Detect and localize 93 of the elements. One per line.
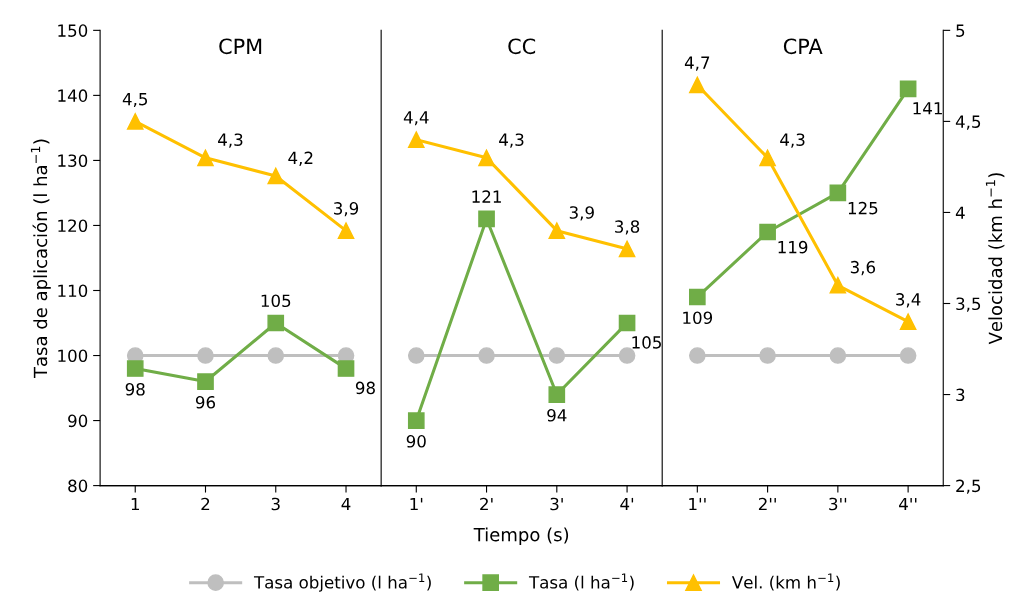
point [548,222,566,239]
data-label: 4,3 [218,133,243,148]
x-tick-label: 4'' [899,497,917,511]
point [197,373,214,390]
point [337,222,355,239]
point [899,313,917,331]
point [407,131,425,148]
point [688,76,706,94]
text: 3,5 [956,297,981,312]
text: 5 [956,24,965,37]
x-tick-label: 1' [410,497,423,511]
point [407,347,425,364]
legend-label: Tasa (l ha$^{−1}$) [528,573,634,591]
point [478,347,495,364]
chart-title: CC [508,38,536,55]
point [829,347,847,364]
point [267,347,285,364]
data-label: 4,5 [122,93,148,108]
point [618,240,636,258]
data-label: 125 [848,201,878,215]
x-axis-title: Tiempo (s) [473,527,569,545]
y-tick-label: 120 [58,219,88,233]
y-tick-label: 140 [58,89,88,102]
y-tick-label: 100 [58,349,88,363]
x-tick-label: 3'' [829,497,847,511]
data-label: 105 [632,336,661,349]
point [618,347,636,364]
point [478,149,495,167]
y-tick-label: 110 [58,284,88,298]
y-axis-title: Tasa de aplicación (l ha$^{−1}$) [30,139,51,379]
point [197,347,214,364]
x-tick-label: 4' [620,497,634,511]
data-label: 3,6 [850,260,876,276]
data-label: 141 [913,102,942,115]
data-label: 4,3 [499,133,524,148]
data-label: 109 [683,311,713,325]
point [197,149,214,167]
legend-label: Tasa objetivo (l ha$^{−1}$) [253,573,431,592]
data-label: 3,8 [615,220,640,235]
data-label: 4,2 [288,151,313,166]
point [759,149,776,167]
data-label: 98 [355,381,375,395]
point [829,276,847,294]
point [407,412,425,429]
point [759,347,776,364]
point [267,314,285,332]
point [548,347,566,364]
x-tick-label: 2' [480,497,493,511]
data-label: 90 [406,435,426,448]
data-label: 98 [125,382,145,396]
data-label: 4,4 [403,111,429,126]
text: 4,5 [955,115,981,130]
point [126,113,144,130]
data-label: 4,7 [684,56,710,71]
x-tick-label: 1'' [689,497,706,511]
data-label: 3,4 [896,293,921,308]
y-tick-label: 80 [68,479,88,493]
chart-title: CPA [783,38,823,55]
point [899,80,917,98]
x-tick-label: 1 [131,497,139,511]
y-tick-label: 150 [58,24,88,37]
y-tick-label: 130 [58,154,88,167]
x-tick-label: 2 [201,497,210,511]
x-tick-label: 4 [341,497,351,511]
text: 3 [956,388,965,402]
data-label: 4,3 [780,133,805,148]
point [759,223,776,241]
data-label: 96 [195,395,216,409]
x-tick-label: 2'' [758,497,776,511]
point [267,167,285,185]
data-label: 3,9 [334,202,359,217]
data-label: 121 [472,190,501,203]
legend-label: Vel. (km h$^{−1}$) [731,573,840,591]
point [478,210,495,228]
text: 4 [955,206,965,219]
y2-axis-title: Velocidad (km h$^{−1}$) [985,173,1005,345]
data-label: 94 [547,409,567,422]
data-label: 3,9 [569,206,594,221]
point [618,314,636,332]
y-tick-label: 90 [68,414,88,428]
point [126,360,144,377]
x-tick-label: 3 [271,497,280,511]
point [688,347,706,364]
text: 2,5 [956,479,981,494]
data-label: 119 [778,240,808,254]
chart-title: CPM [219,38,262,55]
point [688,288,706,306]
data-label: 105 [261,294,291,308]
point [337,360,355,377]
point [829,184,847,202]
point [548,386,566,403]
point [899,347,917,364]
x-tick-label: 3' [550,497,563,511]
